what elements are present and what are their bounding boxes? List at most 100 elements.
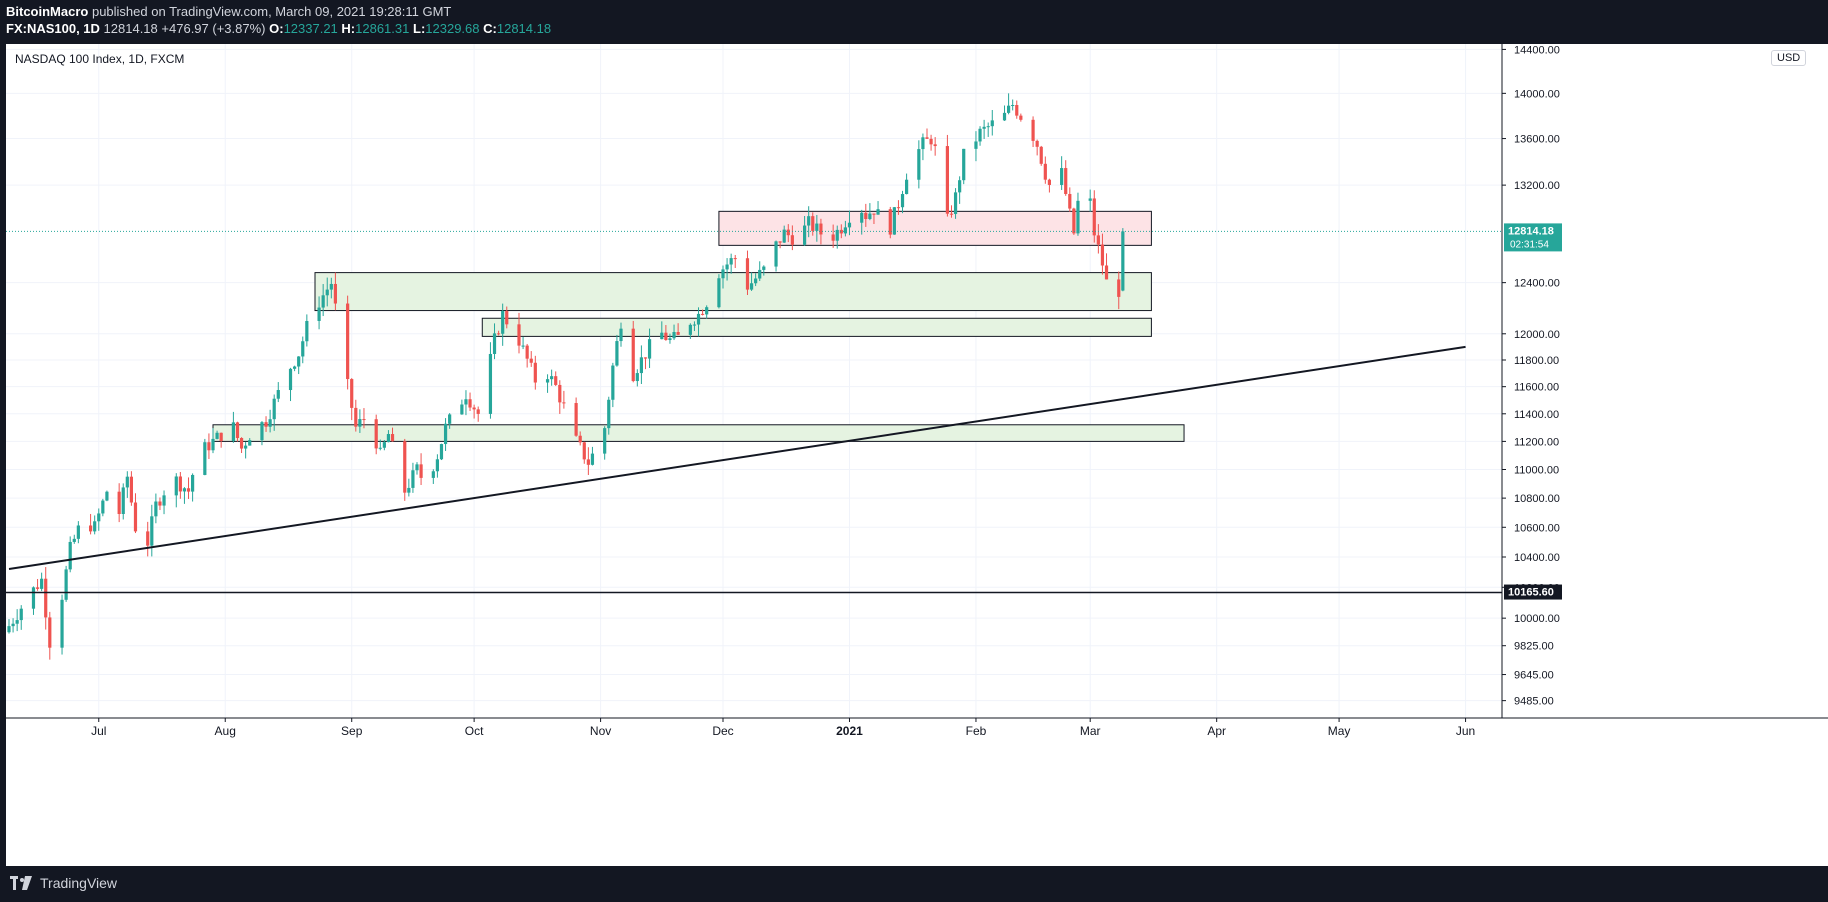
- time-tick-label: Dec: [712, 724, 733, 738]
- candle-body: [191, 474, 195, 492]
- candle-body: [133, 502, 138, 532]
- candle-body: [517, 324, 521, 346]
- candle-body: [545, 379, 550, 383]
- candle-body: [896, 207, 901, 209]
- candle-body: [382, 442, 386, 448]
- candle-body: [443, 423, 448, 445]
- candle-body: [668, 338, 672, 341]
- candle-body: [411, 470, 415, 488]
- candle-body: [1072, 208, 1076, 234]
- candle-body: [803, 225, 807, 245]
- currency-button[interactable]: USD: [1771, 50, 1807, 66]
- candle-body: [529, 358, 533, 363]
- candle-body: [990, 120, 994, 127]
- chart-area[interactable]: 14400.00 14000.00 13600.00 13200.00 12400.00…: [6, 44, 1828, 866]
- candle-body: [1064, 168, 1068, 194]
- candle-body: [76, 525, 80, 539]
- brand[interactable]: TradingView: [10, 875, 117, 891]
- candle-body: [876, 209, 880, 215]
- candle-body: [268, 419, 272, 427]
- candle-body: [362, 419, 366, 421]
- candle-body: [929, 138, 933, 145]
- candle-body: [48, 617, 52, 648]
- candle-body: [1096, 235, 1100, 245]
- candle-body: [333, 283, 337, 304]
- price-tick-label: 14000.00: [1514, 88, 1560, 100]
- candle-body: [1060, 168, 1064, 185]
- price-tick-label: 11400.00: [1514, 409, 1559, 421]
- candle-body: [721, 269, 725, 279]
- candle-body: [962, 148, 966, 181]
- open-label: O:: [269, 21, 284, 36]
- candle-body: [754, 278, 758, 284]
- candle-body: [574, 403, 578, 436]
- candle-body: [717, 278, 721, 308]
- candle-body: [378, 447, 382, 449]
- candle-body: [521, 345, 525, 347]
- candle-body: [615, 341, 619, 366]
- candle-body: [497, 333, 501, 335]
- open-value: 12337.21: [283, 21, 338, 36]
- publish-header: BitcoinMacro published on TradingView.co…: [0, 0, 1828, 44]
- time-tick-label: 2021: [836, 724, 863, 738]
- candle-body: [839, 229, 843, 234]
- candle-body: [1117, 279, 1121, 297]
- candle-body: [892, 207, 896, 235]
- candle-body: [888, 209, 892, 235]
- tradingview-logo-icon: [10, 876, 32, 890]
- candle-body: [664, 332, 668, 341]
- candle-body: [1031, 119, 1035, 141]
- candle-body: [953, 192, 958, 215]
- trendline: [8, 345, 1466, 571]
- candle-body: [125, 476, 129, 488]
- candle-body: [219, 432, 223, 441]
- candle-body: [207, 442, 211, 451]
- time-tick-label: Jun: [1456, 724, 1475, 738]
- candle-body: [472, 407, 476, 410]
- candle-body: [864, 212, 868, 220]
- candle-body: [231, 422, 235, 441]
- candle-body: [631, 328, 635, 382]
- candle-body: [431, 471, 435, 478]
- time-tick-label: Oct: [465, 724, 484, 738]
- candle-body: [1068, 193, 1072, 209]
- candle-body: [419, 464, 423, 478]
- price-tick-label: 10400.00: [1514, 552, 1560, 564]
- candle-body: [476, 409, 480, 414]
- candle-body: [660, 332, 664, 340]
- candle-body: [390, 434, 395, 442]
- candle-body: [358, 419, 362, 427]
- hline-badge: [1504, 584, 1562, 600]
- candle-body: [215, 432, 219, 439]
- author-name[interactable]: BitcoinMacro: [6, 4, 89, 19]
- candle-body: [635, 373, 639, 382]
- time-tick-label: Mar: [1080, 724, 1101, 738]
- candle-body: [978, 128, 982, 142]
- candle-body: [831, 234, 835, 241]
- candle-body: [525, 345, 529, 359]
- candle-body: [60, 599, 64, 648]
- candle-body: [582, 442, 586, 460]
- chart-title: NASDAQ 100 Index, 1D, FXCM: [15, 52, 185, 66]
- zone-support: [314, 272, 1152, 312]
- price-tick-label: 10600.00: [1514, 522, 1560, 534]
- chart-svg[interactable]: 14400.00 14000.00 13600.00 13200.00 12400.00…: [6, 44, 1828, 866]
- change-text: +476.97 (+3.87%): [161, 21, 266, 36]
- candle-body: [301, 341, 305, 357]
- time-axis-bg: [6, 719, 1828, 741]
- price-tick-label: 13200.00: [1514, 180, 1560, 192]
- candle-body: [847, 222, 852, 228]
- candle-body: [619, 328, 623, 342]
- zone-support: [481, 317, 1152, 337]
- candle-body: [182, 488, 187, 492]
- time-tick-label: Sep: [341, 724, 363, 738]
- candle-body: [105, 491, 109, 501]
- candle-body: [643, 357, 648, 359]
- candle-body: [239, 438, 244, 449]
- candle-body: [811, 216, 815, 231]
- candle-body: [276, 390, 280, 399]
- candle-body: [688, 324, 692, 335]
- candle-body: [1015, 105, 1019, 116]
- candle-body: [154, 501, 158, 517]
- candle-body: [1007, 105, 1011, 113]
